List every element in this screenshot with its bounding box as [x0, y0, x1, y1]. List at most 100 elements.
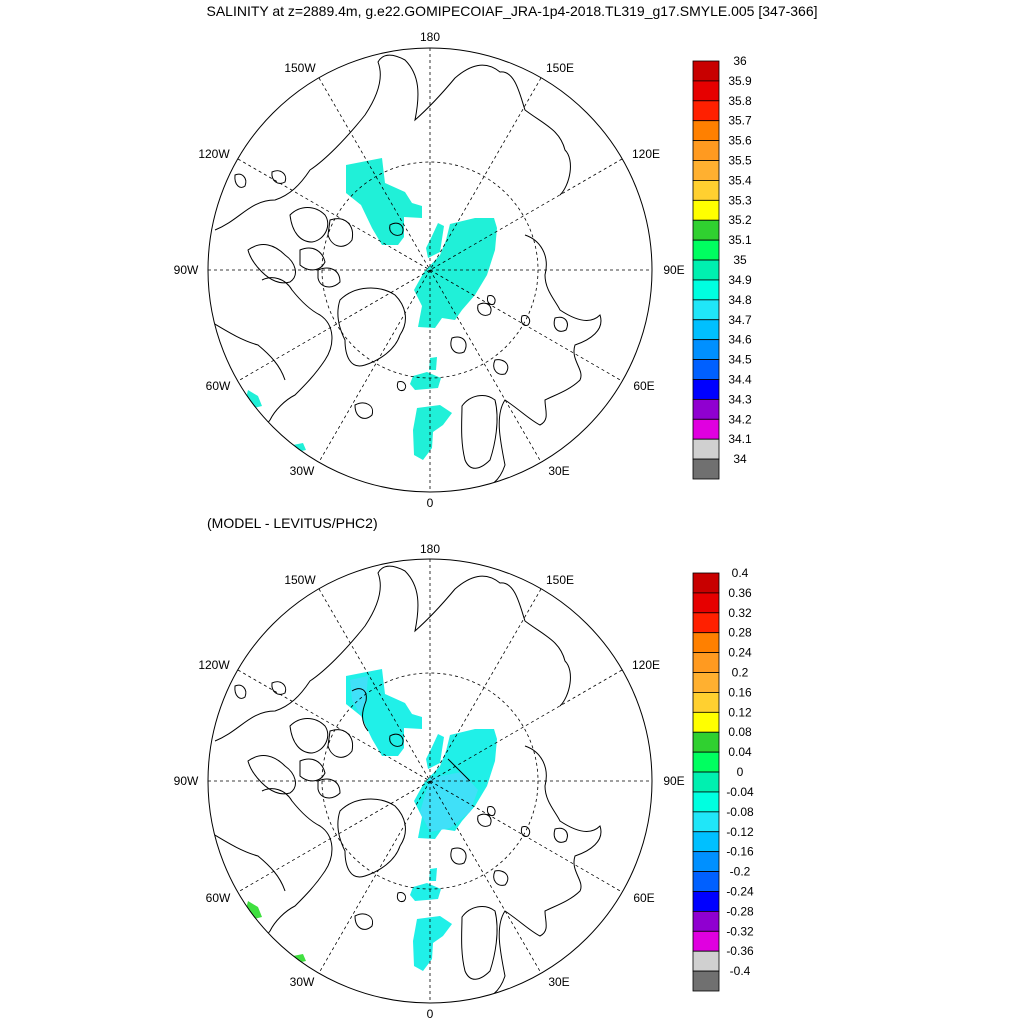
top-colorbar-swatch	[692, 279, 720, 301]
bottom-colorbar-tick-label: -0.08	[726, 805, 754, 819]
bottom-colorbar-tick-label: 0.08	[728, 725, 752, 739]
top-colorbar-swatch	[692, 299, 720, 321]
lon-label-60e: 60E	[633, 379, 654, 393]
top-colorbar-tick-label: 34.8	[728, 293, 752, 307]
top-colorbar-tick-label: 35.4	[728, 173, 752, 187]
top-colorbar-swatch	[692, 239, 720, 261]
top-colorbar-swatch	[692, 120, 720, 142]
bottom-map: 180 150W 150E 120W 120E 90W 90E 60W 60E …	[174, 542, 685, 1021]
top-colorbar-tick-label: 35.8	[728, 94, 752, 108]
bottom-colorbar-tick-label: -0.32	[726, 924, 754, 938]
top-colorbar-swatch	[692, 160, 720, 181]
top-colorbar-tick-label: 35.6	[728, 134, 752, 148]
top-colorbar-tick-label: 34.5	[728, 353, 752, 367]
lon-label-90w: 90W	[174, 774, 199, 788]
top-map-border	[207, 47, 653, 493]
bottom-colorbar-tick-label: 0.2	[732, 666, 749, 680]
top-colorbar-tick-label: 36	[733, 54, 747, 68]
bottom-colorbar-swatch	[692, 672, 720, 693]
top-colorbar-tick-label: 34.1	[728, 432, 752, 446]
bottom-colorbar-tick-label: 0.24	[728, 646, 752, 660]
bottom-colorbar-swatch	[692, 612, 720, 634]
top-longitude-labels: 180 150W 150E 120W 120E 90W 90E 60W 60E …	[174, 30, 685, 510]
bottom-colorbar-swatch	[692, 751, 720, 773]
lon-label-150e: 150E	[546, 61, 574, 75]
bottom-difference-field	[246, 669, 497, 971]
top-colorbar-tick-label: 35.7	[728, 114, 752, 128]
bottom-colorbar-swatch	[692, 731, 720, 753]
top-colorbar: 36 35.9 35.8 35.7 35.6 35.5 35.4 35.3 35.2 35.1 35…	[692, 54, 752, 480]
top-colorbar-swatch	[692, 100, 720, 122]
top-colorbar-swatch	[692, 359, 720, 380]
bottom-colorbar-tick-label: 0.16	[728, 685, 752, 699]
top-colorbar-tick-label: 35	[733, 253, 747, 267]
top-colorbar-tick-label: 34.3	[728, 392, 752, 406]
top-colorbar-swatch	[692, 199, 720, 221]
bottom-colorbar-swatch	[692, 791, 720, 813]
lon-label-30e: 30E	[548, 464, 569, 478]
lon-label-30w: 30W	[290, 975, 315, 989]
bottom-colorbar-tick-label: -0.12	[726, 825, 754, 839]
top-colorbar-tick-label: 35.5	[728, 154, 752, 168]
bottom-graticule	[208, 559, 652, 1003]
bottom-colorbar-swatch	[692, 930, 720, 952]
lon-label-60e: 60E	[633, 891, 654, 905]
lon-label-30e: 30E	[548, 975, 569, 989]
top-colorbar-swatch	[692, 398, 720, 420]
bottom-colorbar-swatch	[692, 652, 720, 673]
main-title: SALINITY at z=2889.4m, g.e22.GOMIPECOIAF…	[206, 3, 817, 19]
top-colorbar-swatch	[692, 140, 720, 161]
top-colorbar-swatch	[692, 418, 720, 440]
top-colorbar-swatch	[692, 438, 720, 460]
lon-label-60w: 60W	[206, 379, 231, 393]
bottom-colorbar-tick-label: -0.24	[726, 884, 754, 898]
top-colorbar-swatch	[692, 379, 720, 400]
bottom-map-border	[207, 558, 653, 1004]
bottom-colorbar-tick-label: -0.16	[726, 845, 754, 859]
bottom-colorbar: 0.4 0.36 0.32 0.28 0.24 0.2 0.16 0.12 0.08 0.04 0 -…	[692, 566, 754, 992]
lon-label-150w: 150W	[284, 573, 316, 587]
top-colorbar-tick-label: 35.1	[728, 233, 752, 247]
lon-label-0: 0	[427, 496, 434, 510]
top-colorbar-swatch	[692, 259, 720, 281]
bottom-colorbar-swatch	[692, 811, 720, 833]
lon-label-120w: 120W	[198, 147, 230, 161]
lon-label-150w: 150W	[284, 61, 316, 75]
top-colorbar-tick-label: 34.4	[728, 372, 752, 386]
lon-label-90w: 90W	[174, 263, 199, 277]
bottom-colorbar-swatch	[692, 950, 720, 972]
bottom-colorbar-swatch	[692, 692, 720, 713]
top-colorbar-tick-label: 34.9	[728, 273, 752, 287]
bottom-colorbar-tick-label: 0.04	[728, 745, 752, 759]
top-colorbar-tick-label: 34.7	[728, 313, 752, 327]
lon-label-150e: 150E	[546, 573, 574, 587]
top-salinity-field	[246, 158, 497, 460]
bottom-colorbar-swatch	[692, 572, 720, 594]
bottom-colorbar-swatch	[692, 891, 720, 912]
lon-label-0: 0	[427, 1007, 434, 1021]
lon-label-120w: 120W	[198, 658, 230, 672]
top-colorbar-tick-label: 35.2	[728, 213, 752, 227]
top-colorbar-swatch	[692, 319, 720, 341]
lon-label-120e: 120E	[632, 658, 660, 672]
top-colorbar-swatch	[692, 458, 720, 480]
top-colorbar-tick-label: 35.9	[728, 74, 752, 88]
bottom-colorbar-tick-label: -0.2	[730, 865, 751, 879]
bottom-colorbar-swatch	[692, 831, 720, 853]
bottom-colorbar-swatch	[692, 970, 720, 992]
lon-label-60w: 60W	[206, 891, 231, 905]
top-colorbar-swatch	[692, 60, 720, 82]
bottom-colorbar-tick-label: -0.36	[726, 944, 754, 958]
bottom-colorbar-tick-label: 0.12	[728, 705, 752, 719]
bottom-colorbar-swatch	[692, 632, 720, 654]
lon-label-90e: 90E	[663, 263, 684, 277]
bottom-colorbar-tick-label: 0.32	[728, 606, 752, 620]
lon-label-90e: 90E	[663, 774, 684, 788]
top-colorbar-swatch	[692, 180, 720, 201]
lon-label-120e: 120E	[632, 147, 660, 161]
difference-subtitle: (MODEL - LEVITUS/PHC2)	[207, 515, 378, 531]
top-colorbar-tick-label: 34	[733, 452, 747, 466]
bottom-colorbar-swatch	[692, 711, 720, 733]
bottom-colorbar-swatch	[692, 910, 720, 932]
